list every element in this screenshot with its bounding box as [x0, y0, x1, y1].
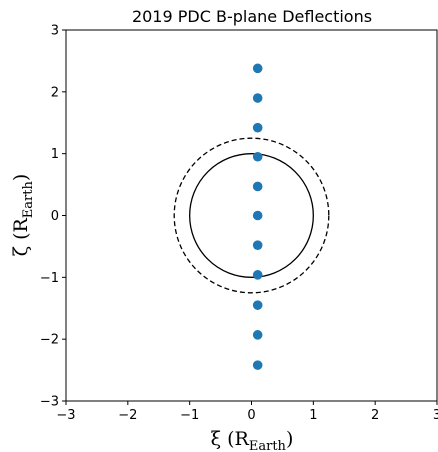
- y-tick-label: 3: [51, 24, 59, 39]
- y-axis-open: (R: [10, 218, 32, 246]
- y-axis-label: ζ (REarth): [10, 174, 36, 257]
- scatter-point: [252, 240, 263, 250]
- scatter-point: [252, 122, 263, 133]
- y-ticks: −3 −2 −1 0 1 2 3: [40, 24, 66, 410]
- chart-title: 2019 PDC B-plane Deflections: [132, 7, 372, 26]
- x-tick-label: −1: [180, 408, 199, 423]
- y-axis-sub: Earth: [21, 181, 36, 219]
- x-tick-label: 3: [433, 408, 438, 423]
- x-tick-label: 2: [371, 408, 379, 423]
- y-tick-label: 0: [51, 209, 59, 224]
- scatter-point: [252, 210, 263, 221]
- x-axis-sub: Earth: [249, 439, 287, 452]
- x-tick-label: 0: [247, 408, 255, 423]
- y-tick-label: 1: [51, 147, 59, 162]
- points-layer: [252, 63, 263, 370]
- scatter-point: [252, 151, 263, 162]
- y-tick-label: −1: [40, 271, 59, 286]
- x-axis-symbol: ξ: [211, 428, 221, 450]
- y-tick-label: −2: [40, 333, 59, 348]
- x-axis-close: ): [286, 428, 293, 450]
- scatter-point: [252, 270, 263, 280]
- capture-circle: [173, 137, 330, 294]
- y-tick-label: −3: [40, 395, 59, 410]
- x-axis-open: (R: [221, 428, 249, 450]
- x-tick-label: −3: [56, 408, 75, 423]
- scatter-point: [252, 93, 263, 103]
- y-axis-close: ): [10, 174, 32, 181]
- x-axis-label: ξ (REarth): [211, 428, 294, 452]
- x-ticks: −3 −2 −1 0 1 2 3: [56, 401, 438, 423]
- x-tick-label: 1: [309, 408, 317, 423]
- scatter-point: [252, 360, 263, 370]
- scatter-point: [252, 181, 263, 192]
- x-tick-label: −2: [118, 408, 137, 423]
- earth-circle: [189, 153, 314, 278]
- y-axis-symbol: ζ: [10, 246, 32, 256]
- y-tick-label: 2: [51, 85, 59, 100]
- circles-layer: [173, 137, 330, 294]
- scatter-point: [252, 63, 263, 74]
- plot-frame: [65, 29, 438, 402]
- scatter-point: [252, 330, 263, 340]
- scatter-point: [252, 300, 263, 310]
